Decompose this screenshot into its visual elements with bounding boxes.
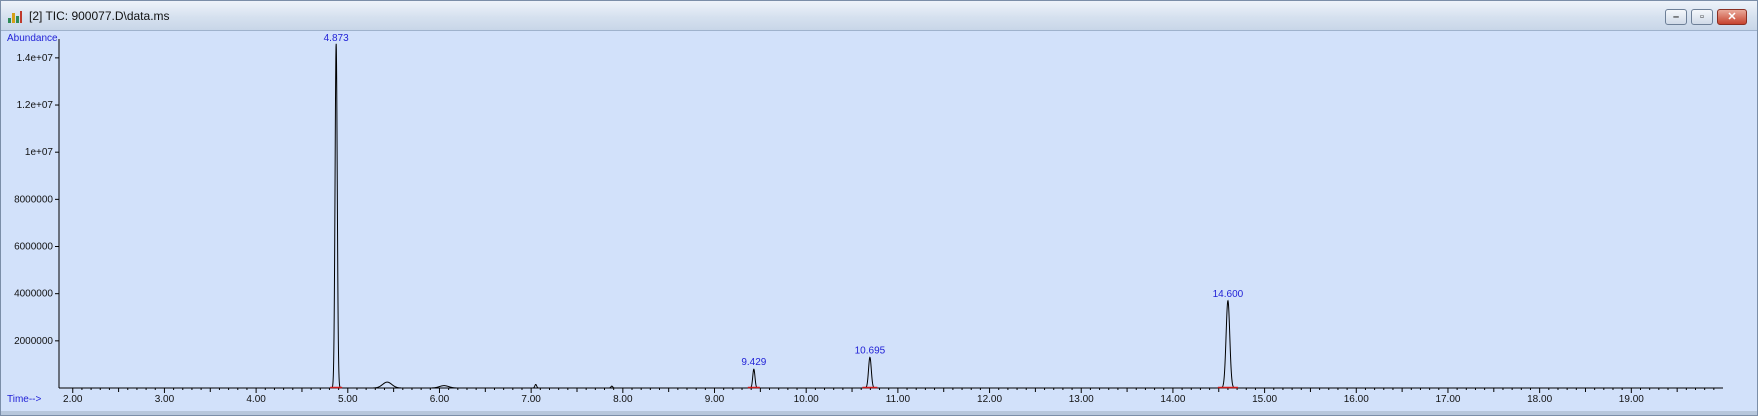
status-strip	[1, 411, 1757, 415]
x-tick-label: 13.00	[1069, 394, 1094, 405]
restore-icon: ▫	[1700, 11, 1704, 23]
x-tick-label: 3.00	[155, 394, 175, 405]
x-tick-label: 19.00	[1619, 394, 1644, 405]
peak-label: 10.695	[855, 345, 886, 356]
x-tick-label: 15.00	[1252, 394, 1277, 405]
x-ticks: 2.00 3.00 4.00 5.00 6.00 7.00 8.00 9.00 10.00 11.…	[63, 388, 1715, 405]
y-tick-label: 1e+07	[25, 147, 54, 158]
peak-label: 14.600	[1213, 289, 1244, 300]
x-tick-label: 10.00	[794, 394, 819, 405]
title-bar[interactable]: [2] TIC: 900077.D\data.ms – ▫ ✕	[1, 1, 1757, 31]
y-tick-label: 8000000	[14, 194, 53, 205]
chromatogram-chart: 2000000 4000000 6000000 8000000 1e+07 1.2e+07…	[7, 33, 1723, 405]
x-tick-label: 2.00	[63, 394, 83, 405]
minimize-button[interactable]: –	[1665, 9, 1687, 25]
x-tick-label: 14.00	[1160, 394, 1185, 405]
peak-labels: 4.873 9.429 10.695 14.600	[324, 33, 1244, 368]
close-button[interactable]: ✕	[1717, 9, 1747, 25]
x-tick-label: 11.00	[886, 394, 911, 405]
x-tick-label: 12.00	[977, 394, 1002, 405]
x-tick-label: 4.00	[246, 394, 266, 405]
y-tick-label: 2000000	[14, 336, 53, 347]
y-tick-label: 4000000	[14, 289, 53, 300]
window-title: [2] TIC: 900077.D\data.ms	[29, 9, 170, 23]
chromatogram-app-icon	[8, 11, 22, 23]
x-tick-label: 6.00	[430, 394, 450, 405]
y-ticks: 2000000 4000000 6000000 8000000 1e+07 1.2e+07…	[14, 53, 59, 347]
y-tick-label: 1.4e+07	[17, 53, 54, 64]
x-tick-label: 16.00	[1344, 394, 1369, 405]
plot-area[interactable]: 2000000 4000000 6000000 8000000 1e+07 1.2e+07…	[1, 31, 1757, 415]
peak-label: 4.873	[324, 33, 349, 44]
minimize-icon: –	[1672, 11, 1680, 23]
axes	[58, 39, 1723, 389]
x-tick-label: 18.00	[1527, 394, 1552, 405]
y-tick-label: 1.2e+07	[17, 100, 54, 111]
close-icon: ✕	[1727, 11, 1737, 23]
x-tick-label: 7.00	[521, 394, 541, 405]
x-tick-label: 17.00	[1435, 394, 1460, 405]
x-tick-label: 8.00	[613, 394, 633, 405]
y-axis-label: Abundance	[7, 33, 58, 44]
x-tick-label: 5.00	[338, 394, 358, 405]
x-tick-label: 9.00	[705, 394, 725, 405]
tic-trace	[72, 43, 1696, 389]
y-tick-label: 6000000	[14, 242, 53, 253]
peak-label: 9.429	[741, 357, 766, 368]
restore-button[interactable]: ▫	[1691, 9, 1713, 25]
x-axis-label: Time-->	[7, 394, 42, 405]
